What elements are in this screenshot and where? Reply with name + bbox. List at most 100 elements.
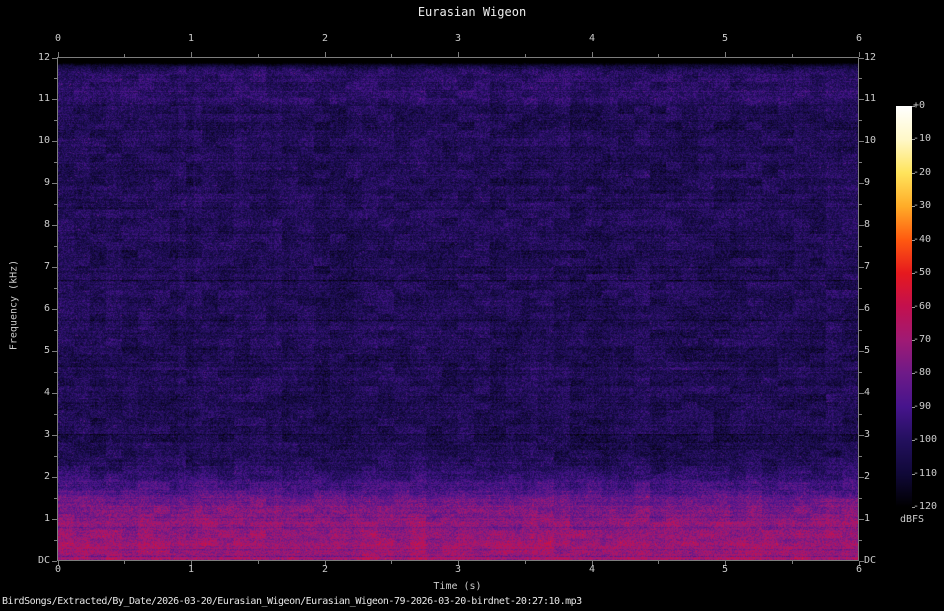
x-major-tick-top xyxy=(859,52,860,57)
y-minor-tick-right xyxy=(859,330,862,331)
y-major-tick-right xyxy=(859,435,864,436)
y-tick-label-left: 8 xyxy=(43,219,50,230)
y-tick-label-right: 1 xyxy=(864,513,871,524)
y-tick-label-right: 2 xyxy=(864,471,871,482)
figure-title: Eurasian Wigeon xyxy=(417,5,527,19)
colorbar-tick xyxy=(912,440,915,441)
y-major-tick-left xyxy=(52,561,57,562)
y-major-tick-right xyxy=(859,225,864,226)
x-major-tick-top xyxy=(58,52,59,57)
y-tick-label-right: DC xyxy=(864,555,877,566)
y-major-tick-right xyxy=(859,561,864,562)
y-axis-label: Frequency (kHz) xyxy=(8,259,20,351)
x-minor-tick-top xyxy=(792,54,793,57)
x-major-tick-bottom xyxy=(458,561,459,566)
y-major-tick-right xyxy=(859,519,864,520)
y-major-tick-left xyxy=(52,141,57,142)
x-major-tick-bottom xyxy=(592,561,593,566)
y-tick-label-left: 3 xyxy=(43,429,50,440)
x-tick-label-top: 6 xyxy=(855,33,863,44)
y-major-tick-left xyxy=(52,393,57,394)
y-tick-label-left: DC xyxy=(37,555,50,566)
x-minor-tick-bottom xyxy=(525,561,526,564)
colorbar-tick-label: -120 xyxy=(913,501,938,512)
y-major-tick-left xyxy=(52,519,57,520)
y-tick-label-left: 2 xyxy=(43,471,50,482)
x-axis-label: Time (s) xyxy=(433,581,482,592)
x-tick-label-bottom: 4 xyxy=(588,564,596,575)
y-minor-tick-right xyxy=(859,120,862,121)
colorbar-tick xyxy=(912,173,915,174)
x-tick-label-top: 0 xyxy=(54,33,62,44)
y-minor-tick-right xyxy=(859,414,862,415)
y-tick-label-right: 5 xyxy=(864,345,871,356)
y-minor-tick-left xyxy=(54,498,57,499)
x-tick-label-bottom: 6 xyxy=(855,564,863,575)
colorbar-tick-label: +0 xyxy=(913,100,926,111)
y-minor-tick-left xyxy=(54,246,57,247)
x-major-tick-top xyxy=(325,52,326,57)
y-minor-tick-right xyxy=(859,540,862,541)
y-tick-label-left: 10 xyxy=(37,135,50,146)
y-major-tick-left xyxy=(52,183,57,184)
x-major-tick-bottom xyxy=(58,561,59,566)
y-major-tick-left xyxy=(52,58,57,59)
x-minor-tick-top xyxy=(124,54,125,57)
x-minor-tick-top xyxy=(258,54,259,57)
x-tick-label-bottom: 5 xyxy=(721,564,729,575)
x-major-tick-bottom xyxy=(725,561,726,566)
y-minor-tick-left xyxy=(54,78,57,79)
y-tick-label-left: 12 xyxy=(37,52,50,63)
y-major-tick-right xyxy=(859,309,864,310)
x-tick-label-top: 2 xyxy=(321,33,329,44)
colorbar-tick-label: -80 xyxy=(913,367,932,378)
y-tick-label-left: 9 xyxy=(43,177,50,188)
colorbar-tick-label: -70 xyxy=(913,334,932,345)
y-major-tick-left xyxy=(52,267,57,268)
y-major-tick-right xyxy=(859,58,864,59)
y-major-tick-right xyxy=(859,393,864,394)
y-minor-tick-left xyxy=(54,540,57,541)
y-major-tick-right xyxy=(859,183,864,184)
y-tick-label-right: 10 xyxy=(864,135,877,146)
colorbar-tick-label: -60 xyxy=(913,301,932,312)
x-minor-tick-bottom xyxy=(792,561,793,564)
x-tick-label-bottom: 0 xyxy=(54,564,62,575)
colorbar-tick xyxy=(912,507,915,508)
colorbar-tick xyxy=(912,340,915,341)
y-tick-label-right: 11 xyxy=(864,93,877,104)
y-tick-label-left: 4 xyxy=(43,387,50,398)
y-tick-label-left: 7 xyxy=(43,261,50,272)
y-major-tick-left xyxy=(52,99,57,100)
colorbar-tick xyxy=(912,206,915,207)
y-minor-tick-left xyxy=(54,204,57,205)
x-major-tick-bottom xyxy=(859,561,860,566)
y-tick-label-left: 6 xyxy=(43,303,50,314)
x-major-tick-top xyxy=(191,52,192,57)
x-tick-label-top: 4 xyxy=(588,33,596,44)
y-tick-label-right: 4 xyxy=(864,387,871,398)
y-major-tick-left xyxy=(52,435,57,436)
y-minor-tick-right xyxy=(859,498,862,499)
y-minor-tick-left xyxy=(54,162,57,163)
y-tick-label-right: 3 xyxy=(864,429,871,440)
y-minor-tick-right xyxy=(859,372,862,373)
y-major-tick-left xyxy=(52,351,57,352)
y-major-tick-right xyxy=(859,141,864,142)
y-major-tick-right xyxy=(859,267,864,268)
y-major-tick-right xyxy=(859,99,864,100)
x-minor-tick-top xyxy=(391,54,392,57)
y-major-tick-right xyxy=(859,351,864,352)
colorbar-unit-label: dBFS xyxy=(900,514,925,525)
x-tick-label-bottom: 2 xyxy=(321,564,329,575)
x-major-tick-top xyxy=(592,52,593,57)
y-minor-tick-right xyxy=(859,204,862,205)
x-major-tick-bottom xyxy=(325,561,326,566)
x-minor-tick-bottom xyxy=(391,561,392,564)
y-minor-tick-left xyxy=(54,288,57,289)
file-path: BirdSongs/Extracted/By_Date/2026-03-20/E… xyxy=(2,596,582,607)
y-tick-label-right: 7 xyxy=(864,261,871,272)
plot-frame xyxy=(57,57,859,561)
colorbar-tick xyxy=(912,106,915,107)
